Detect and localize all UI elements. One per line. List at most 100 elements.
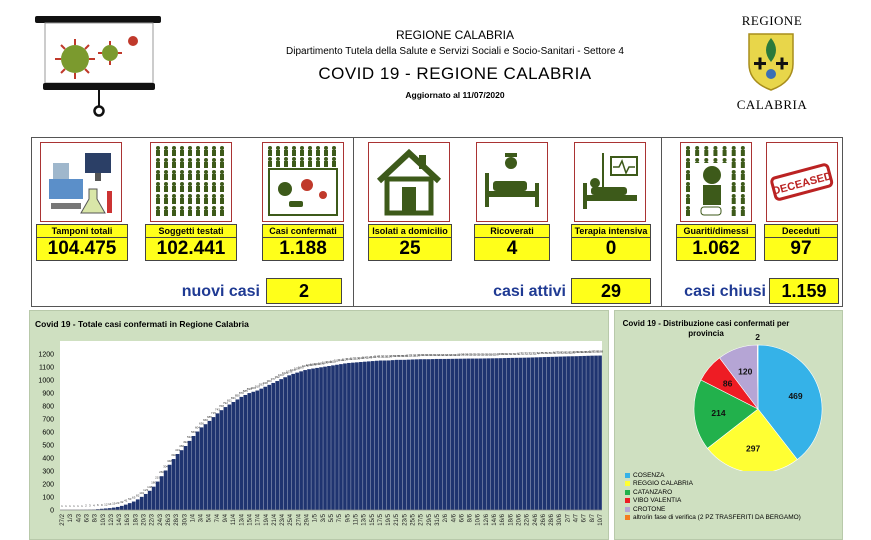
bar-chart-panel: Covid 19 - Totale casi confermati in Reg… [29, 310, 609, 540]
bar [463, 359, 467, 510]
bar [455, 359, 459, 510]
y-tick-label: 500 [42, 443, 54, 450]
stat-label-isolati: Isolati a domicilio [368, 224, 452, 238]
x-tick-label: 11/5 [353, 513, 359, 525]
x-tick-label: 19/4 [264, 513, 270, 525]
bar [200, 427, 204, 510]
pie-slice-label: 86 [723, 378, 733, 388]
bar [247, 393, 251, 510]
bar [255, 391, 259, 510]
x-tick-label: 14/3 [117, 513, 123, 525]
bar [542, 357, 546, 510]
x-tick-label: 23/5 [402, 513, 408, 525]
person-figure [188, 146, 192, 156]
person-figure [308, 157, 312, 167]
legend-item: CROTONE [625, 505, 801, 514]
closed-cases-value: 1.159 [769, 278, 839, 304]
y-tick-label: 600 [42, 430, 54, 437]
legend-item: COSENZA [625, 471, 801, 480]
y-tick-label: 400 [42, 456, 54, 463]
x-tick-label: 16/6 [500, 513, 506, 525]
bar [534, 357, 538, 510]
coat-of-arms-icon [745, 30, 797, 92]
person-figure [180, 206, 184, 216]
person-figure [704, 146, 708, 156]
bar [311, 369, 315, 510]
bar [447, 359, 451, 510]
x-tick-label: 29/4 [305, 513, 311, 525]
person-figure [156, 206, 160, 216]
x-tick-label: 13/4 [239, 513, 245, 525]
bar [514, 358, 518, 510]
bar [479, 359, 483, 510]
bar [180, 450, 184, 510]
x-tick-label: 26/3 [166, 513, 172, 525]
region-logo [745, 30, 797, 92]
bar [156, 482, 160, 510]
bar-chart: 0100200300400500600700800900100011001200… [30, 311, 608, 539]
x-tick-label: 7/4 [215, 513, 221, 522]
person-figure [220, 158, 224, 168]
person-figure [732, 182, 736, 192]
person-figure [332, 157, 336, 167]
person-figure [172, 182, 176, 192]
person-figure [686, 194, 690, 204]
bar [216, 413, 220, 510]
person-figure [164, 170, 168, 180]
person-figure [212, 194, 216, 204]
x-tick-label: 21/5 [394, 513, 400, 525]
bar [451, 359, 455, 510]
legend-swatch [625, 507, 630, 512]
bar [347, 363, 351, 510]
person-figure [156, 182, 160, 192]
person-figure [188, 206, 192, 216]
stat-value-soggetti: 102.441 [145, 237, 237, 261]
bar [359, 362, 363, 510]
x-tick-label: 23/4 [280, 513, 286, 525]
person-figure [732, 158, 736, 168]
bar [503, 358, 507, 510]
bar [343, 363, 347, 510]
bar [307, 369, 311, 510]
bar [192, 436, 196, 510]
x-tick-label: 16/3 [125, 513, 131, 525]
active-cases-value: 29 [571, 278, 651, 304]
bar [411, 359, 415, 510]
tile-tamponi [40, 142, 122, 222]
bar [275, 381, 279, 510]
bar [176, 454, 180, 510]
bar [355, 362, 359, 510]
bar [160, 476, 164, 510]
bar [578, 356, 582, 510]
x-tick-label: 20/6 [516, 513, 522, 525]
header-illustration [33, 14, 163, 122]
person-figure [268, 157, 272, 167]
person-figure [332, 146, 336, 156]
person-figure [204, 194, 208, 204]
y-tick-label: 100 [42, 495, 54, 502]
person-figure [164, 158, 168, 168]
person-figure [732, 206, 736, 216]
infected-people-icon [263, 143, 343, 221]
person-figure [316, 157, 320, 167]
x-tick-label: 17/5 [378, 513, 384, 525]
person-figure [180, 158, 184, 168]
x-tick-label: 1/5 [313, 513, 319, 522]
page-title: COVID 19 - REGIONE CALABRIA [155, 64, 755, 84]
person-figure [713, 146, 717, 156]
bar-value-label: 348 [167, 459, 172, 463]
person-figure [196, 206, 200, 216]
bar [116, 507, 120, 510]
person-figure [196, 170, 200, 180]
bar [582, 356, 586, 510]
bar [124, 505, 128, 510]
person-figure [172, 158, 176, 168]
person-figure [156, 170, 160, 180]
bar [236, 399, 240, 510]
x-tick-label: 22/6 [525, 513, 531, 525]
bar [499, 358, 503, 510]
legend-item: REGGIO CALABRIA [625, 480, 801, 489]
tile-guariti [680, 142, 752, 222]
person-figure [686, 182, 690, 192]
